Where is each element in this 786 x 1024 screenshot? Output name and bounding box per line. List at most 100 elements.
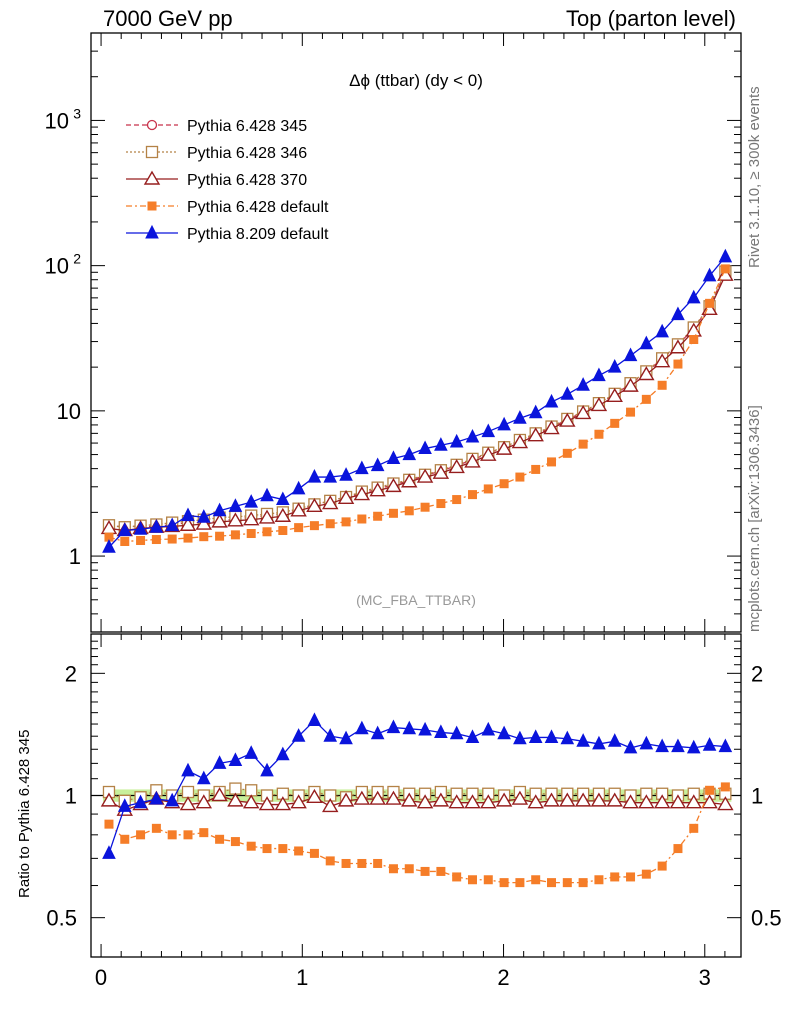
data-point	[592, 367, 606, 382]
data-point	[370, 457, 385, 472]
analysis-watermark: (MC_FBA_TTBAR)	[356, 592, 476, 608]
data-point	[420, 502, 430, 512]
data-point	[339, 467, 353, 481]
header-energy: 7000 GeV pp	[103, 6, 233, 31]
data-point	[215, 834, 225, 844]
data-point	[146, 119, 158, 131]
ratio-y-tick-label: 0.5	[46, 906, 77, 931]
data-point	[145, 224, 159, 239]
y-tick-label: 10	[45, 108, 69, 133]
data-point	[369, 790, 386, 805]
data-point	[543, 420, 560, 435]
data-point	[325, 519, 335, 529]
data-point	[689, 823, 699, 833]
data-point	[626, 872, 636, 882]
data-point	[434, 437, 448, 451]
data-point	[448, 794, 465, 809]
data-point	[655, 738, 669, 753]
data-point	[227, 792, 244, 807]
data-point	[294, 523, 304, 533]
data-point	[291, 480, 306, 495]
data-point	[689, 335, 699, 345]
data-point	[181, 762, 195, 777]
data-point	[578, 878, 588, 888]
data-point	[480, 446, 497, 461]
legend-label: Pythia 6.428 370	[187, 172, 307, 189]
data-point	[653, 794, 671, 809]
data-point	[181, 507, 195, 522]
ratio-y-tick-label-right: 1	[751, 784, 763, 809]
x-tick-label: 0	[95, 965, 107, 990]
data-point	[353, 486, 371, 501]
data-point	[246, 841, 256, 851]
data-point	[165, 792, 179, 807]
data-point	[199, 828, 209, 838]
data-point	[167, 534, 177, 544]
data-point	[576, 733, 590, 747]
data-point	[685, 794, 702, 809]
data-point	[653, 353, 671, 368]
data-point	[607, 733, 622, 747]
data-point	[701, 794, 718, 809]
data-point	[373, 858, 383, 868]
data-point	[306, 497, 323, 513]
data-point	[307, 468, 322, 483]
data-point	[499, 479, 509, 489]
data-point	[657, 380, 667, 390]
data-point	[497, 725, 511, 740]
data-point	[515, 878, 525, 888]
data-point	[528, 404, 543, 419]
data-point	[341, 517, 351, 527]
data-point	[402, 720, 417, 735]
data-point	[420, 866, 430, 876]
series-line	[108, 272, 726, 528]
data-point	[274, 796, 292, 811]
data-point	[452, 495, 462, 505]
data-point	[626, 407, 636, 417]
data-point	[211, 787, 228, 802]
ratio-series-line	[108, 786, 726, 884]
data-point	[622, 377, 639, 392]
data-point	[623, 347, 638, 362]
data-point	[702, 737, 717, 751]
data-point	[702, 267, 717, 282]
data-point	[418, 440, 432, 455]
data-point	[145, 145, 159, 159]
series-pythia-8-209-default	[102, 248, 733, 553]
data-point	[495, 440, 513, 455]
data-point	[325, 856, 335, 866]
data-point	[102, 539, 116, 553]
data-point	[448, 459, 465, 474]
data-point	[560, 730, 575, 745]
data-point	[669, 339, 687, 354]
data-point	[513, 730, 527, 745]
data-point	[436, 499, 446, 509]
data-point	[401, 792, 418, 807]
data-point	[639, 735, 654, 750]
data-point	[183, 533, 193, 543]
data-point	[578, 439, 588, 449]
ratio-y-tick-label-right: 2	[751, 661, 763, 686]
data-point	[547, 457, 557, 467]
data-point	[211, 513, 228, 528]
data-point	[133, 794, 148, 809]
data-point	[290, 794, 307, 809]
data-point	[199, 532, 209, 542]
data-point	[416, 468, 434, 483]
data-point	[228, 752, 243, 766]
ratio-y-tick-label: 2	[65, 661, 77, 686]
data-point	[434, 724, 448, 738]
legend-label: Pythia 6.428 346	[187, 145, 307, 162]
data-point	[274, 507, 292, 522]
data-point	[686, 289, 701, 304]
data-point	[355, 460, 369, 475]
legend-label: Pythia 8.209 default	[187, 226, 329, 243]
data-point	[638, 794, 655, 809]
data-point	[242, 794, 260, 809]
data-point	[671, 738, 685, 753]
data-point	[337, 792, 355, 807]
data-point	[136, 830, 146, 840]
legend-label: Pythia 6.428 345	[187, 118, 307, 135]
y-tick-label: 1	[69, 544, 81, 569]
data-point	[276, 746, 290, 761]
